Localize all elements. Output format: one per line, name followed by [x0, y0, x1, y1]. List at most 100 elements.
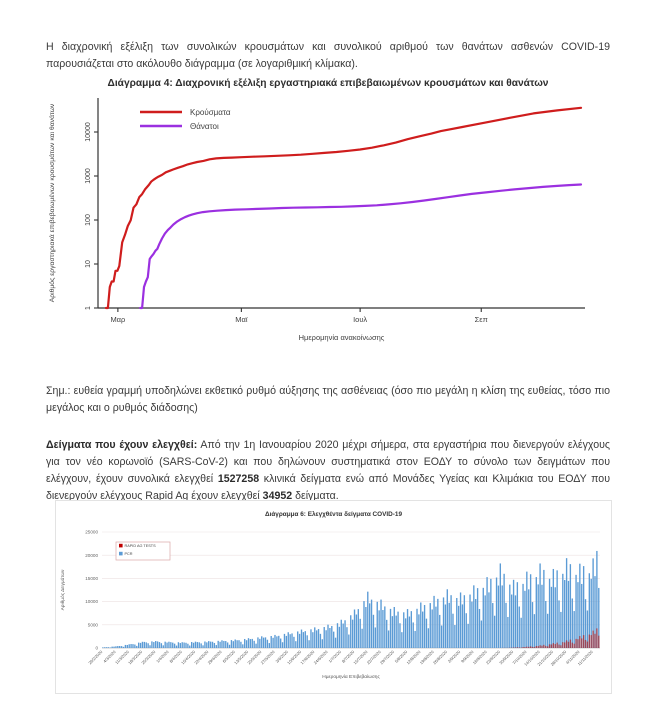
bar — [573, 611, 575, 648]
bar — [306, 635, 308, 648]
x-axis-title: Ημερομηνία ανακοίνωσης — [299, 333, 385, 342]
bar — [314, 627, 316, 648]
bar — [554, 587, 556, 648]
legend-label: Θάνατοι — [190, 122, 219, 131]
bar — [336, 623, 339, 648]
bar — [380, 599, 382, 648]
y-tick-label: 20000 — [85, 553, 98, 558]
bar — [526, 646, 528, 648]
bar — [579, 636, 581, 648]
bar — [594, 633, 596, 648]
chart4-line-chart: 1 10 100 1000 10000 Μαρ Μαϊ Ιουλ Σεπ Ημερομηνία α… — [40, 90, 615, 365]
bar — [283, 633, 286, 648]
bar — [278, 635, 280, 648]
bar — [586, 610, 589, 648]
bar — [291, 633, 293, 648]
bar — [582, 635, 585, 648]
chart6-panel: Διάγραμμα 6: Ελεγχθέντα δείγματα COVID-1… — [55, 500, 612, 694]
bar — [361, 628, 363, 648]
bar — [245, 640, 248, 648]
x-tick-label: 26/2/2020 — [87, 649, 104, 666]
bar — [512, 579, 515, 648]
bar — [429, 603, 431, 648]
bar — [516, 647, 519, 648]
bar — [524, 590, 526, 648]
bar — [128, 644, 130, 648]
legend-label: PCR — [125, 552, 133, 556]
bar — [582, 566, 585, 648]
bar — [160, 643, 163, 648]
bar — [403, 612, 405, 648]
bar — [397, 611, 399, 648]
bar — [374, 627, 377, 648]
bar — [111, 646, 113, 648]
bar — [213, 642, 216, 648]
bar — [164, 641, 166, 648]
bar — [592, 558, 594, 648]
bar — [439, 614, 441, 648]
bar — [433, 595, 435, 648]
bar — [478, 608, 481, 648]
bar — [103, 647, 106, 648]
bar — [537, 646, 539, 648]
bar — [408, 616, 411, 648]
bar — [420, 602, 422, 648]
bar — [596, 550, 598, 648]
samples-text-2: κλινικά δείγματα ενώ από Μονάδες Υγείας … — [46, 472, 610, 503]
bar — [503, 573, 505, 648]
y-axis-title: Αριθμός Δειγμάτων — [59, 569, 66, 610]
bar — [594, 576, 596, 648]
bar — [422, 611, 424, 648]
x-tick-label: 27/5/2020 — [260, 649, 277, 666]
bar — [543, 644, 545, 648]
bar — [584, 599, 587, 648]
bar — [514, 595, 517, 648]
bar — [518, 606, 520, 648]
bar — [571, 598, 573, 648]
legend-label: Κρούσματα — [190, 108, 231, 117]
bar — [137, 642, 140, 648]
bar — [132, 644, 134, 648]
bar — [492, 603, 494, 648]
bar — [586, 641, 589, 648]
x-tick-label: Ιουλ — [353, 315, 367, 324]
y-tick-label: 1000 — [85, 168, 92, 184]
bar — [475, 599, 477, 648]
bar — [423, 605, 426, 648]
bar — [573, 643, 575, 648]
bar — [577, 582, 579, 648]
x-tick-label: 25/3/2020 — [140, 649, 157, 666]
note-paragraph: Σημ.: ευθεία γραμμή υποδηλώνει εκθετικό … — [46, 384, 610, 414]
bar — [295, 641, 297, 648]
samples-heading: Δείγματα που έχουν ελεγχθεί: — [46, 438, 198, 451]
bar — [376, 601, 378, 648]
bar — [533, 647, 536, 648]
bar — [564, 642, 566, 648]
bar — [136, 645, 138, 648]
bar — [524, 647, 526, 648]
bar — [175, 645, 178, 648]
bar — [181, 642, 183, 648]
bar — [476, 588, 479, 648]
bar — [545, 601, 547, 648]
bar — [565, 558, 568, 648]
bar — [225, 641, 227, 648]
bar — [556, 570, 558, 648]
bar — [293, 636, 295, 648]
y-tick-label: 10000 — [85, 599, 98, 604]
bar — [151, 641, 153, 648]
bar — [528, 646, 530, 648]
bar — [596, 628, 598, 648]
bar — [495, 577, 498, 648]
bar — [102, 647, 104, 648]
bar — [304, 631, 306, 648]
bar — [507, 616, 509, 648]
bar — [155, 641, 157, 648]
bar — [253, 640, 255, 648]
bar — [452, 613, 454, 648]
bar — [244, 638, 246, 648]
samples-paragraph: Δείγματα που έχουν ελεγχθεί: Από την 1η … — [46, 437, 610, 506]
bar — [550, 644, 553, 648]
bar — [351, 619, 354, 648]
series-line-cases — [104, 106, 583, 310]
